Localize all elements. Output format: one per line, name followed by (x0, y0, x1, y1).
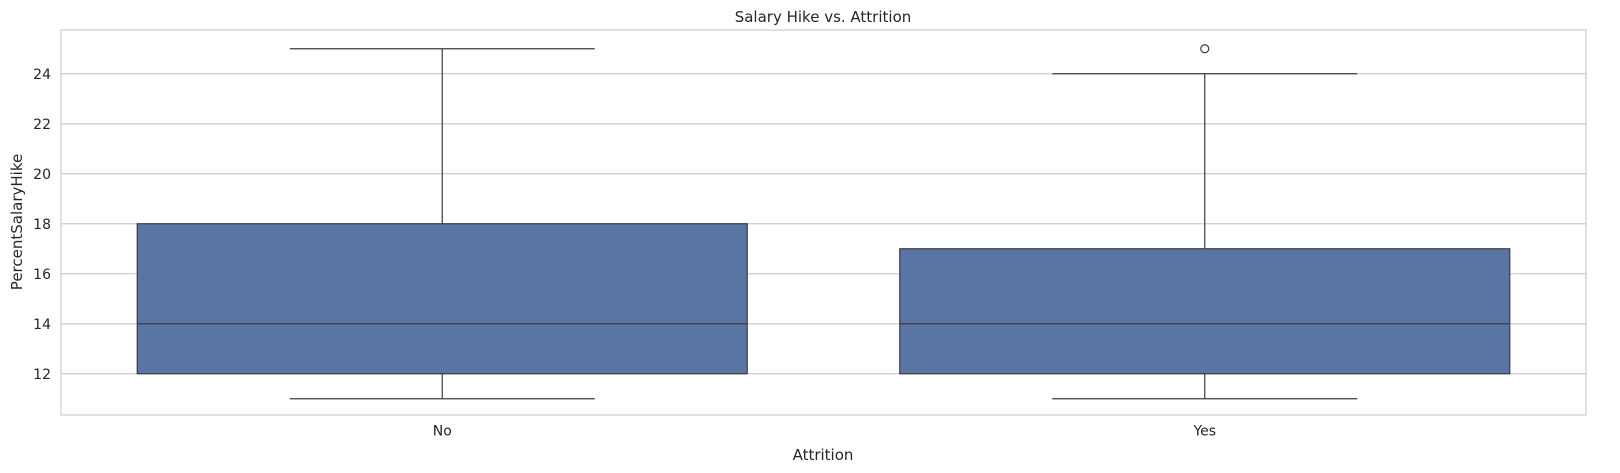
y-tick-label: 20 (33, 167, 51, 183)
chart-title: Salary Hike vs. Attrition (735, 8, 912, 26)
iqr-box (136, 223, 748, 375)
outlier-point (1200, 44, 1210, 54)
y-tick-label: 18 (33, 217, 51, 233)
x-tick-label: No (433, 424, 452, 440)
y-tick-label: 22 (33, 117, 51, 133)
y-tick-label: 14 (33, 317, 51, 333)
iqr-box (899, 248, 1511, 375)
y-tick-label: 12 (33, 367, 51, 383)
box-group-no (136, 48, 748, 400)
box-layer (136, 44, 1511, 400)
y-tick-label: 24 (33, 67, 51, 83)
plot-frame (60, 29, 1587, 416)
x-axis-title: Attrition (793, 446, 854, 464)
tick-layer: 12 14 16 18 20 22 24 No Yes (33, 67, 1216, 440)
box-group-yes (899, 44, 1511, 400)
x-tick-label: Yes (1192, 424, 1216, 440)
y-tick-label: 16 (33, 267, 51, 283)
y-axis-title: PercentSalaryHike (8, 154, 26, 290)
